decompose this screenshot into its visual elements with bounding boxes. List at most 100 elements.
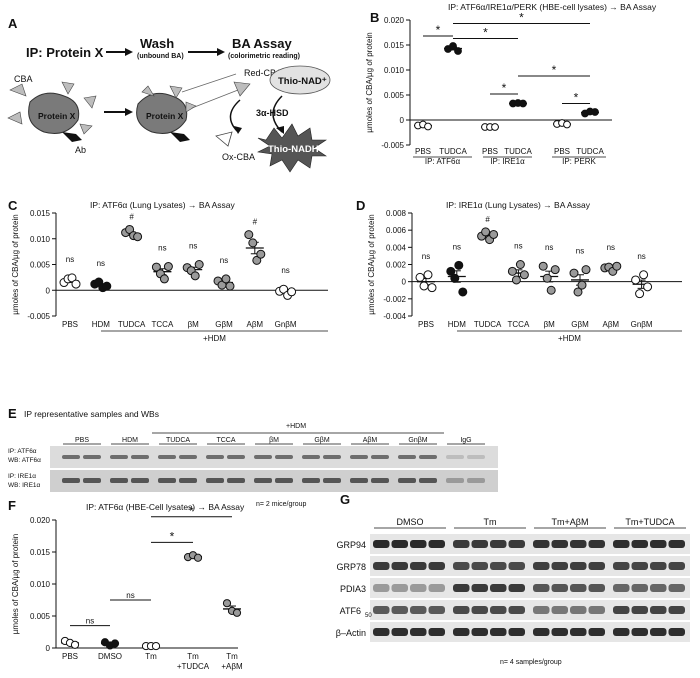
data-point <box>163 262 173 272</box>
blot-e-band-ire1 <box>419 478 437 483</box>
cba-molecule <box>9 83 27 97</box>
x-tick-label: TUDCA <box>439 147 467 156</box>
y-axis-label: µmoles of CBA/µg of protein <box>367 214 376 314</box>
data-point <box>70 640 80 649</box>
significance-label: * <box>552 63 557 77</box>
blot-g-band <box>533 562 550 570</box>
data-point <box>450 273 460 283</box>
blot-e-band-atf6 <box>371 455 389 459</box>
blot-e-band-atf6 <box>83 455 101 459</box>
blot-g-band <box>428 628 445 636</box>
blot-e-hdm-label: +HDM <box>286 423 306 430</box>
blot-e-band-ire1 <box>302 478 320 483</box>
panel-letter-g: G <box>340 492 350 507</box>
blot-g-band <box>428 540 445 548</box>
data-point <box>232 608 242 617</box>
group-annotation: ns <box>576 247 584 256</box>
data-point <box>424 122 432 131</box>
blot-g-band <box>668 562 685 570</box>
blot-e-band-ire1 <box>350 478 368 483</box>
y-tick-label: -0.005 <box>381 141 404 150</box>
data-point <box>591 108 599 116</box>
blot-g-row-label: β–Actin <box>336 628 366 638</box>
blot-e-lane-label: PBS <box>75 437 89 444</box>
chart-title: IP: ATF6α/IRE1α/PERK (HBE-cell lysates) … <box>448 2 657 12</box>
data-point <box>454 260 464 270</box>
blot-e-band-ire1 <box>467 478 485 483</box>
blot-g-band <box>508 628 525 636</box>
panel-b-chart: B IP: ATF6α/IRE1α/PERK (HBE-cell lysates… <box>365 2 657 166</box>
blot-e-lane-label: TCCA <box>216 437 235 444</box>
blot-g-band <box>508 606 525 614</box>
x-tick-label: AβM <box>246 320 263 329</box>
group-annotation: ns <box>514 242 522 251</box>
data-point <box>515 260 525 269</box>
data-point <box>538 261 548 271</box>
y-tick-label: 0.006 <box>386 226 407 235</box>
x-tick-label: PBS <box>62 320 78 329</box>
blot-g-band <box>471 540 488 548</box>
protein-x-label-washed: Protein X <box>146 111 184 121</box>
blot-g-band <box>410 606 427 614</box>
blot-e-band-atf6 <box>398 455 416 459</box>
blot-g-band <box>391 606 408 614</box>
hdm-bracket-label: +HDM <box>203 334 226 343</box>
x-tick-label: HDM <box>92 320 111 329</box>
data-point <box>225 281 235 291</box>
significance-label: * <box>483 26 488 40</box>
blot-g-band <box>508 540 525 548</box>
blot-g-band <box>613 562 630 570</box>
data-point <box>415 272 425 282</box>
blot-g-band <box>650 562 667 570</box>
blot-e-row2-label-ip: IP: IRE1α <box>8 473 36 480</box>
panel-letter-d: D <box>356 198 365 213</box>
blot-e-footer: n= 2 mice/group <box>256 501 306 508</box>
data-point <box>67 273 77 283</box>
blot-g-group-label: DMSO <box>397 517 424 527</box>
y-tick-label: 0.020 <box>30 516 51 525</box>
blot-g-group-label: Tm+AβM <box>552 517 589 527</box>
blot-g-row-subscript: 50 <box>365 613 372 619</box>
cba-molecule <box>83 95 97 109</box>
blot-g-band <box>650 606 667 614</box>
cba-molecule <box>7 111 23 125</box>
blot-e-band-atf6 <box>446 455 464 459</box>
blot-g-band <box>391 584 408 592</box>
blot-g-band <box>588 540 605 548</box>
protein-x-shape <box>28 92 80 134</box>
blot-g-band <box>533 628 550 636</box>
reaction-arc-right-head <box>276 126 284 134</box>
data-point <box>449 42 457 50</box>
blot-g-rows: DMSO Tm Tm+AβM Tm+TUDCA GRP94 GRP78 PDIA3 ATF6 5… <box>336 517 690 642</box>
blot-g-band <box>533 540 550 548</box>
blot-e-band-ire1 <box>371 478 389 483</box>
panel-e-western-blots: E IP representative samples and WBs +HDM… <box>8 406 498 508</box>
blot-g-band <box>551 584 568 592</box>
blot-g-band <box>613 606 630 614</box>
data-point <box>573 287 583 297</box>
y-tick-label: 0 <box>402 278 407 287</box>
panel-letter-e: E <box>8 406 17 421</box>
chart-b-plot: -0.005 0 0.005 0.010 0.015 0.020 µmoles of CBA… <box>365 11 612 166</box>
blot-g-band <box>588 562 605 570</box>
y-axis-label: µmoles of CBA/µg of protein <box>11 214 20 314</box>
blot-e-lane-label: GnβM <box>408 437 427 444</box>
blot-e-band-ire1 <box>446 478 464 483</box>
blot-g-band <box>668 628 685 636</box>
blot-g-band <box>490 540 507 548</box>
blot-g-band <box>410 628 427 636</box>
data-point <box>507 266 517 276</box>
ox-cba-molecule <box>215 131 233 147</box>
cba-molecule <box>61 81 75 95</box>
data-point <box>287 287 297 297</box>
blot-e-band-ire1 <box>83 478 101 483</box>
cba-label: CBA <box>14 74 33 84</box>
panel-letter-c: C <box>8 198 18 213</box>
data-point <box>419 281 429 291</box>
blot-e-band-atf6 <box>254 455 272 459</box>
blot-g-footer: n= 4 samples/group <box>500 659 562 666</box>
zoom-line <box>191 89 239 109</box>
blot-e-lane-label: IgG <box>460 437 471 444</box>
blot-g-band <box>373 540 390 548</box>
